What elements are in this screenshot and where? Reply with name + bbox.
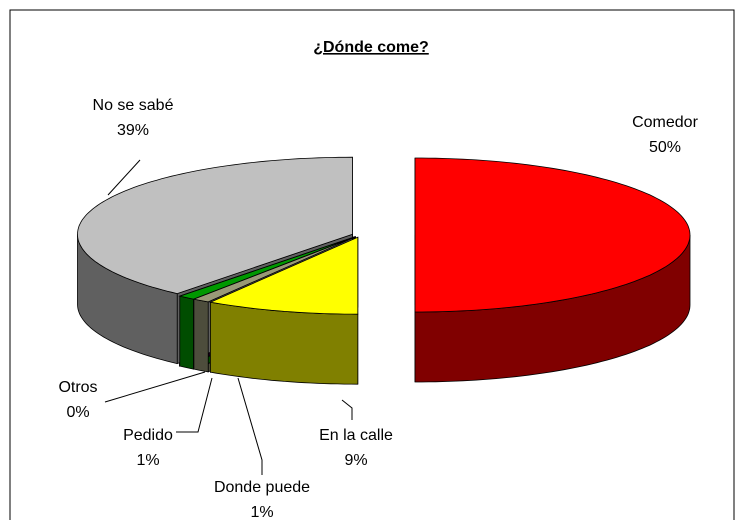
leader-line — [341, 399, 353, 420]
slice-value-label: 9% — [344, 452, 367, 469]
slice-value-label: 50% — [649, 139, 681, 156]
leader-line — [107, 159, 141, 196]
slice-value-label: 1% — [136, 452, 159, 469]
slice — [77, 156, 353, 295]
slice-label: En la calle — [319, 427, 393, 444]
chart-title: ¿Dónde come? — [313, 39, 429, 56]
slice-label: No se sabé — [93, 97, 174, 114]
slice-label: Comedor — [632, 114, 698, 131]
slice-side — [209, 301, 359, 385]
slice-side — [179, 295, 194, 370]
slice-value-label: 1% — [250, 504, 273, 520]
slice — [414, 157, 691, 313]
slice-side — [193, 298, 209, 373]
slice-label: Pedido — [123, 427, 173, 444]
slice-value-label: 39% — [117, 122, 149, 139]
slice-label: Donde puede — [214, 479, 310, 496]
leader-line — [104, 371, 206, 403]
slice — [209, 236, 359, 315]
slice-value-label: 0% — [66, 404, 89, 421]
leader-line — [176, 377, 213, 433]
slice — [179, 236, 356, 297]
slice-label: Otros — [58, 379, 97, 396]
leader-line — [237, 377, 263, 475]
